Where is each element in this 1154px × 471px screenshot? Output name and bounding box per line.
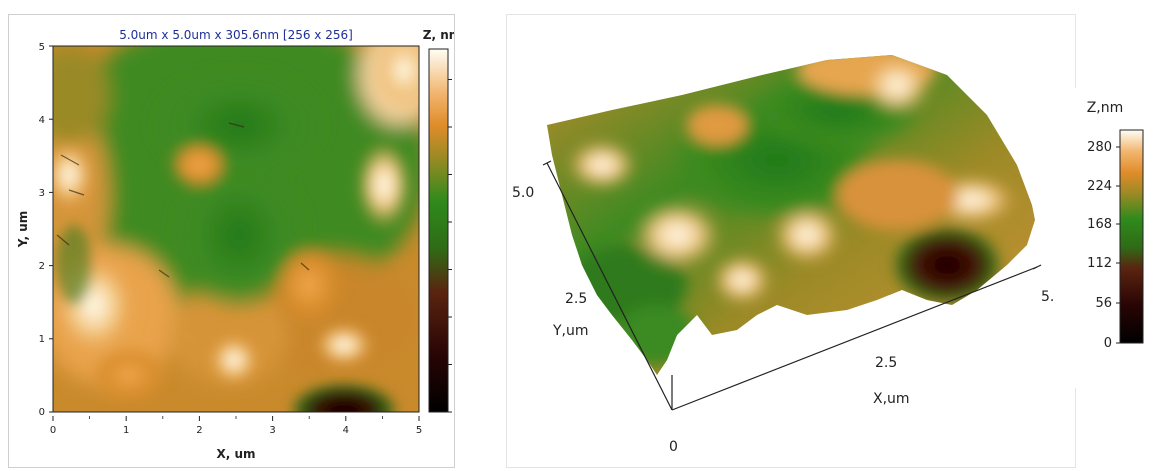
colorbar: Z, nm 0 40 80 120 160 200 240 280 <box>423 28 478 418</box>
x-tick-5: 5 <box>416 425 422 436</box>
y-tick-5: 5 <box>39 42 45 53</box>
y-tick-1: 1 <box>39 334 45 345</box>
afm-3d-chart: 5.0 2.5 Y,um 0 2.5 5. X,um <box>512 55 1054 455</box>
x-axis-label: X, um <box>216 447 255 461</box>
x-tick-2-5: 2.5 <box>875 355 897 371</box>
surface <box>547 55 1035 375</box>
x-tick-1: 1 <box>123 425 129 436</box>
y-axis: 0 1 2 3 4 5 <box>39 42 54 418</box>
y-axis-label: Y, um <box>16 211 30 249</box>
x-tick-0: 0 <box>669 439 678 455</box>
cb3-tick-4: 224 <box>1087 179 1112 194</box>
x-axis-label-3d: X,um <box>873 391 910 407</box>
axes-3d <box>542 160 1042 411</box>
y-tick-4: 4 <box>39 115 45 126</box>
y-axis-label-3d: Y,um <box>552 323 589 339</box>
cb3-tick-1: 56 <box>1095 296 1112 311</box>
cb3-tick-3: 168 <box>1087 217 1112 232</box>
cb3-tick-5: 280 <box>1087 140 1112 155</box>
chart-title: 5.0um x 5.0um x 305.6nm [256 x 256] <box>119 28 353 42</box>
x-tick-3: 3 <box>269 425 275 436</box>
y-tick-2-5: 2.5 <box>565 291 587 307</box>
y-tick-0: 0 <box>39 407 45 418</box>
y-tick-3: 3 <box>39 188 45 199</box>
y-tick-2: 2 <box>39 261 45 272</box>
afm-2d-panel: 5.0um x 5.0um x 305.6nm [256 x 256] <box>8 14 478 468</box>
y-tick-5: 5.0 <box>512 185 534 201</box>
x-axis: 0 1 2 3 4 5 <box>50 416 422 436</box>
colorbar-3d-label: Z,nm <box>1087 100 1124 116</box>
cb3-tick-0: 0 <box>1104 336 1112 351</box>
x-tick-0: 0 <box>50 425 56 436</box>
afm-3d-colorbar-panel: Z,nm 0 56 112 168 224 280 <box>1075 88 1154 388</box>
afm-3d-panel: 5.0 2.5 Y,um 0 2.5 5. X,um <box>506 14 1076 468</box>
x-tick-5: 5. <box>1041 289 1054 305</box>
x-tick-2: 2 <box>196 425 202 436</box>
topography-map <box>53 46 419 412</box>
afm-2d-chart: 5.0um x 5.0um x 305.6nm [256 x 256] <box>16 28 478 461</box>
cb3-tick-2: 112 <box>1087 256 1112 271</box>
x-tick-4: 4 <box>343 425 349 436</box>
colorbar-label: Z, nm <box>423 28 454 42</box>
colorbar-3d: Z,nm 0 56 112 168 224 280 <box>1087 100 1144 351</box>
